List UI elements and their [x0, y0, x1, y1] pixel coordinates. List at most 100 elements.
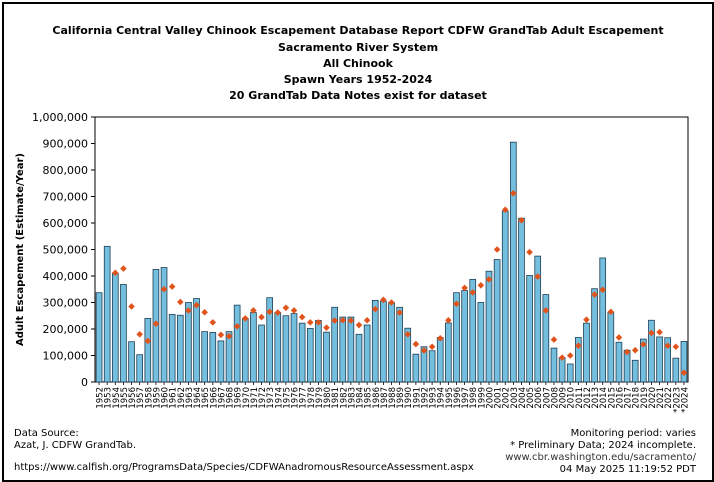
x-tick-label: 1983	[347, 387, 357, 409]
x-tick-label: 2007	[542, 387, 552, 409]
escapement-bar	[526, 275, 533, 383]
escapement-bar	[298, 322, 306, 383]
x-tick-label: 1968	[226, 387, 236, 409]
average-marker	[176, 298, 184, 306]
x-tick-label: 1952	[96, 387, 106, 409]
x-tick-label: 1995	[445, 387, 455, 409]
x-tick-label: 1994	[437, 387, 447, 409]
site-url[interactable]: www.cbr.washington.edu/sacramento/	[505, 452, 696, 463]
x-tick-label: 2016	[615, 387, 625, 409]
x-tick-label: 1953	[104, 387, 114, 409]
escapement-bar	[380, 300, 387, 383]
preliminary-note: * Preliminary Data; 2024 incomplete.	[510, 440, 696, 451]
x-tick-label: 2004	[518, 387, 528, 409]
x-tick-label: 1956	[128, 387, 138, 409]
average-marker	[323, 324, 330, 331]
escapement-bar	[201, 331, 208, 383]
escapement-bar	[518, 217, 525, 383]
x-tick-label: 1979	[315, 387, 325, 409]
x-tick-label: 2021	[656, 387, 666, 409]
average-marker	[396, 309, 403, 316]
escapement-bar	[120, 284, 127, 383]
average-marker	[623, 348, 631, 356]
y-tick-label: 1,000,000	[32, 111, 88, 124]
escapement-bar	[477, 302, 485, 383]
escapement-bar	[550, 347, 558, 383]
escapement-bar	[111, 272, 119, 383]
x-tick-label: 1993	[429, 387, 439, 409]
average-marker	[160, 285, 168, 293]
average-marker	[445, 316, 452, 324]
x-tick-label: 1991	[412, 387, 422, 409]
escapement-bar	[607, 312, 615, 383]
escapement-bar	[282, 315, 290, 383]
x-tick-label: 1972	[258, 387, 268, 409]
x-tick-label: 1971	[250, 387, 260, 409]
average-marker	[241, 315, 249, 322]
escapement-bar	[493, 259, 501, 383]
average-marker	[631, 346, 639, 354]
average-marker	[233, 323, 241, 330]
x-tick-label: 2015	[607, 387, 617, 409]
average-marker	[144, 337, 152, 345]
escapement-bar	[250, 312, 257, 383]
escapement-bar	[485, 270, 493, 383]
average-marker	[656, 328, 663, 336]
average-marker	[566, 352, 574, 359]
escapement-bar	[339, 316, 347, 383]
average-marker	[355, 321, 363, 329]
x-tick-label: 2000	[485, 387, 495, 409]
average-marker	[672, 343, 680, 351]
average-marker	[152, 320, 160, 327]
escapement-bar	[128, 341, 135, 383]
y-tick-label: 200,000	[43, 323, 89, 336]
escapement-bar	[290, 313, 298, 383]
x-tick-label: 1954	[112, 387, 122, 409]
x-tick-label: 1984	[356, 387, 366, 409]
escapement-bar	[136, 354, 144, 383]
x-tick-label: 2002	[502, 387, 512, 409]
escapement-bar	[436, 337, 444, 383]
average-marker	[550, 336, 558, 343]
escapement-bar	[591, 288, 598, 383]
escapement-bar	[144, 317, 152, 383]
x-tick-label: 2006	[534, 387, 544, 409]
average-marker	[120, 265, 127, 272]
escapement-bar	[217, 340, 225, 383]
escapement-bar	[363, 324, 371, 383]
x-tick-label: 1977	[299, 387, 309, 409]
average-marker	[615, 334, 623, 341]
x-tick-label: 1957	[136, 387, 146, 409]
average-marker	[274, 309, 282, 316]
average-marker	[428, 343, 436, 351]
average-marker	[493, 246, 501, 253]
x-tick-label: 1962	[177, 387, 187, 409]
escapement-bar	[306, 328, 314, 383]
x-tick-label: 1990	[404, 387, 414, 409]
escapement-bar	[160, 267, 168, 383]
average-marker	[518, 217, 525, 224]
monitoring-period: Monitoring period: varies	[570, 428, 696, 439]
x-tick-label: 1978	[307, 387, 317, 409]
escapement-bar	[445, 322, 452, 383]
average-marker	[542, 307, 550, 314]
average-marker	[168, 283, 176, 290]
average-marker	[315, 319, 322, 326]
x-tick-label: 1958	[144, 387, 154, 409]
average-marker	[290, 307, 298, 314]
average-marker	[599, 286, 607, 294]
x-tick-label: 2001	[494, 387, 504, 409]
x-tick-label: 2011	[575, 387, 585, 409]
x-tick-label: 1961	[169, 387, 179, 409]
report-timestamp: 04 May 2025 11:19:52 PDT	[559, 464, 696, 475]
average-marker	[225, 332, 233, 340]
x-tick-label: 1973	[266, 387, 276, 409]
average-marker	[534, 273, 542, 280]
escapement-bar	[355, 333, 363, 383]
x-tick-label: 1955	[120, 387, 130, 409]
x-tick-label: 1966	[209, 387, 219, 409]
average-marker	[209, 319, 217, 326]
data-source-url[interactable]: https://www.calfish.org/ProgramsData/Spe…	[14, 462, 474, 473]
average-marker	[306, 319, 314, 326]
x-tick-label: 1980	[323, 387, 333, 409]
